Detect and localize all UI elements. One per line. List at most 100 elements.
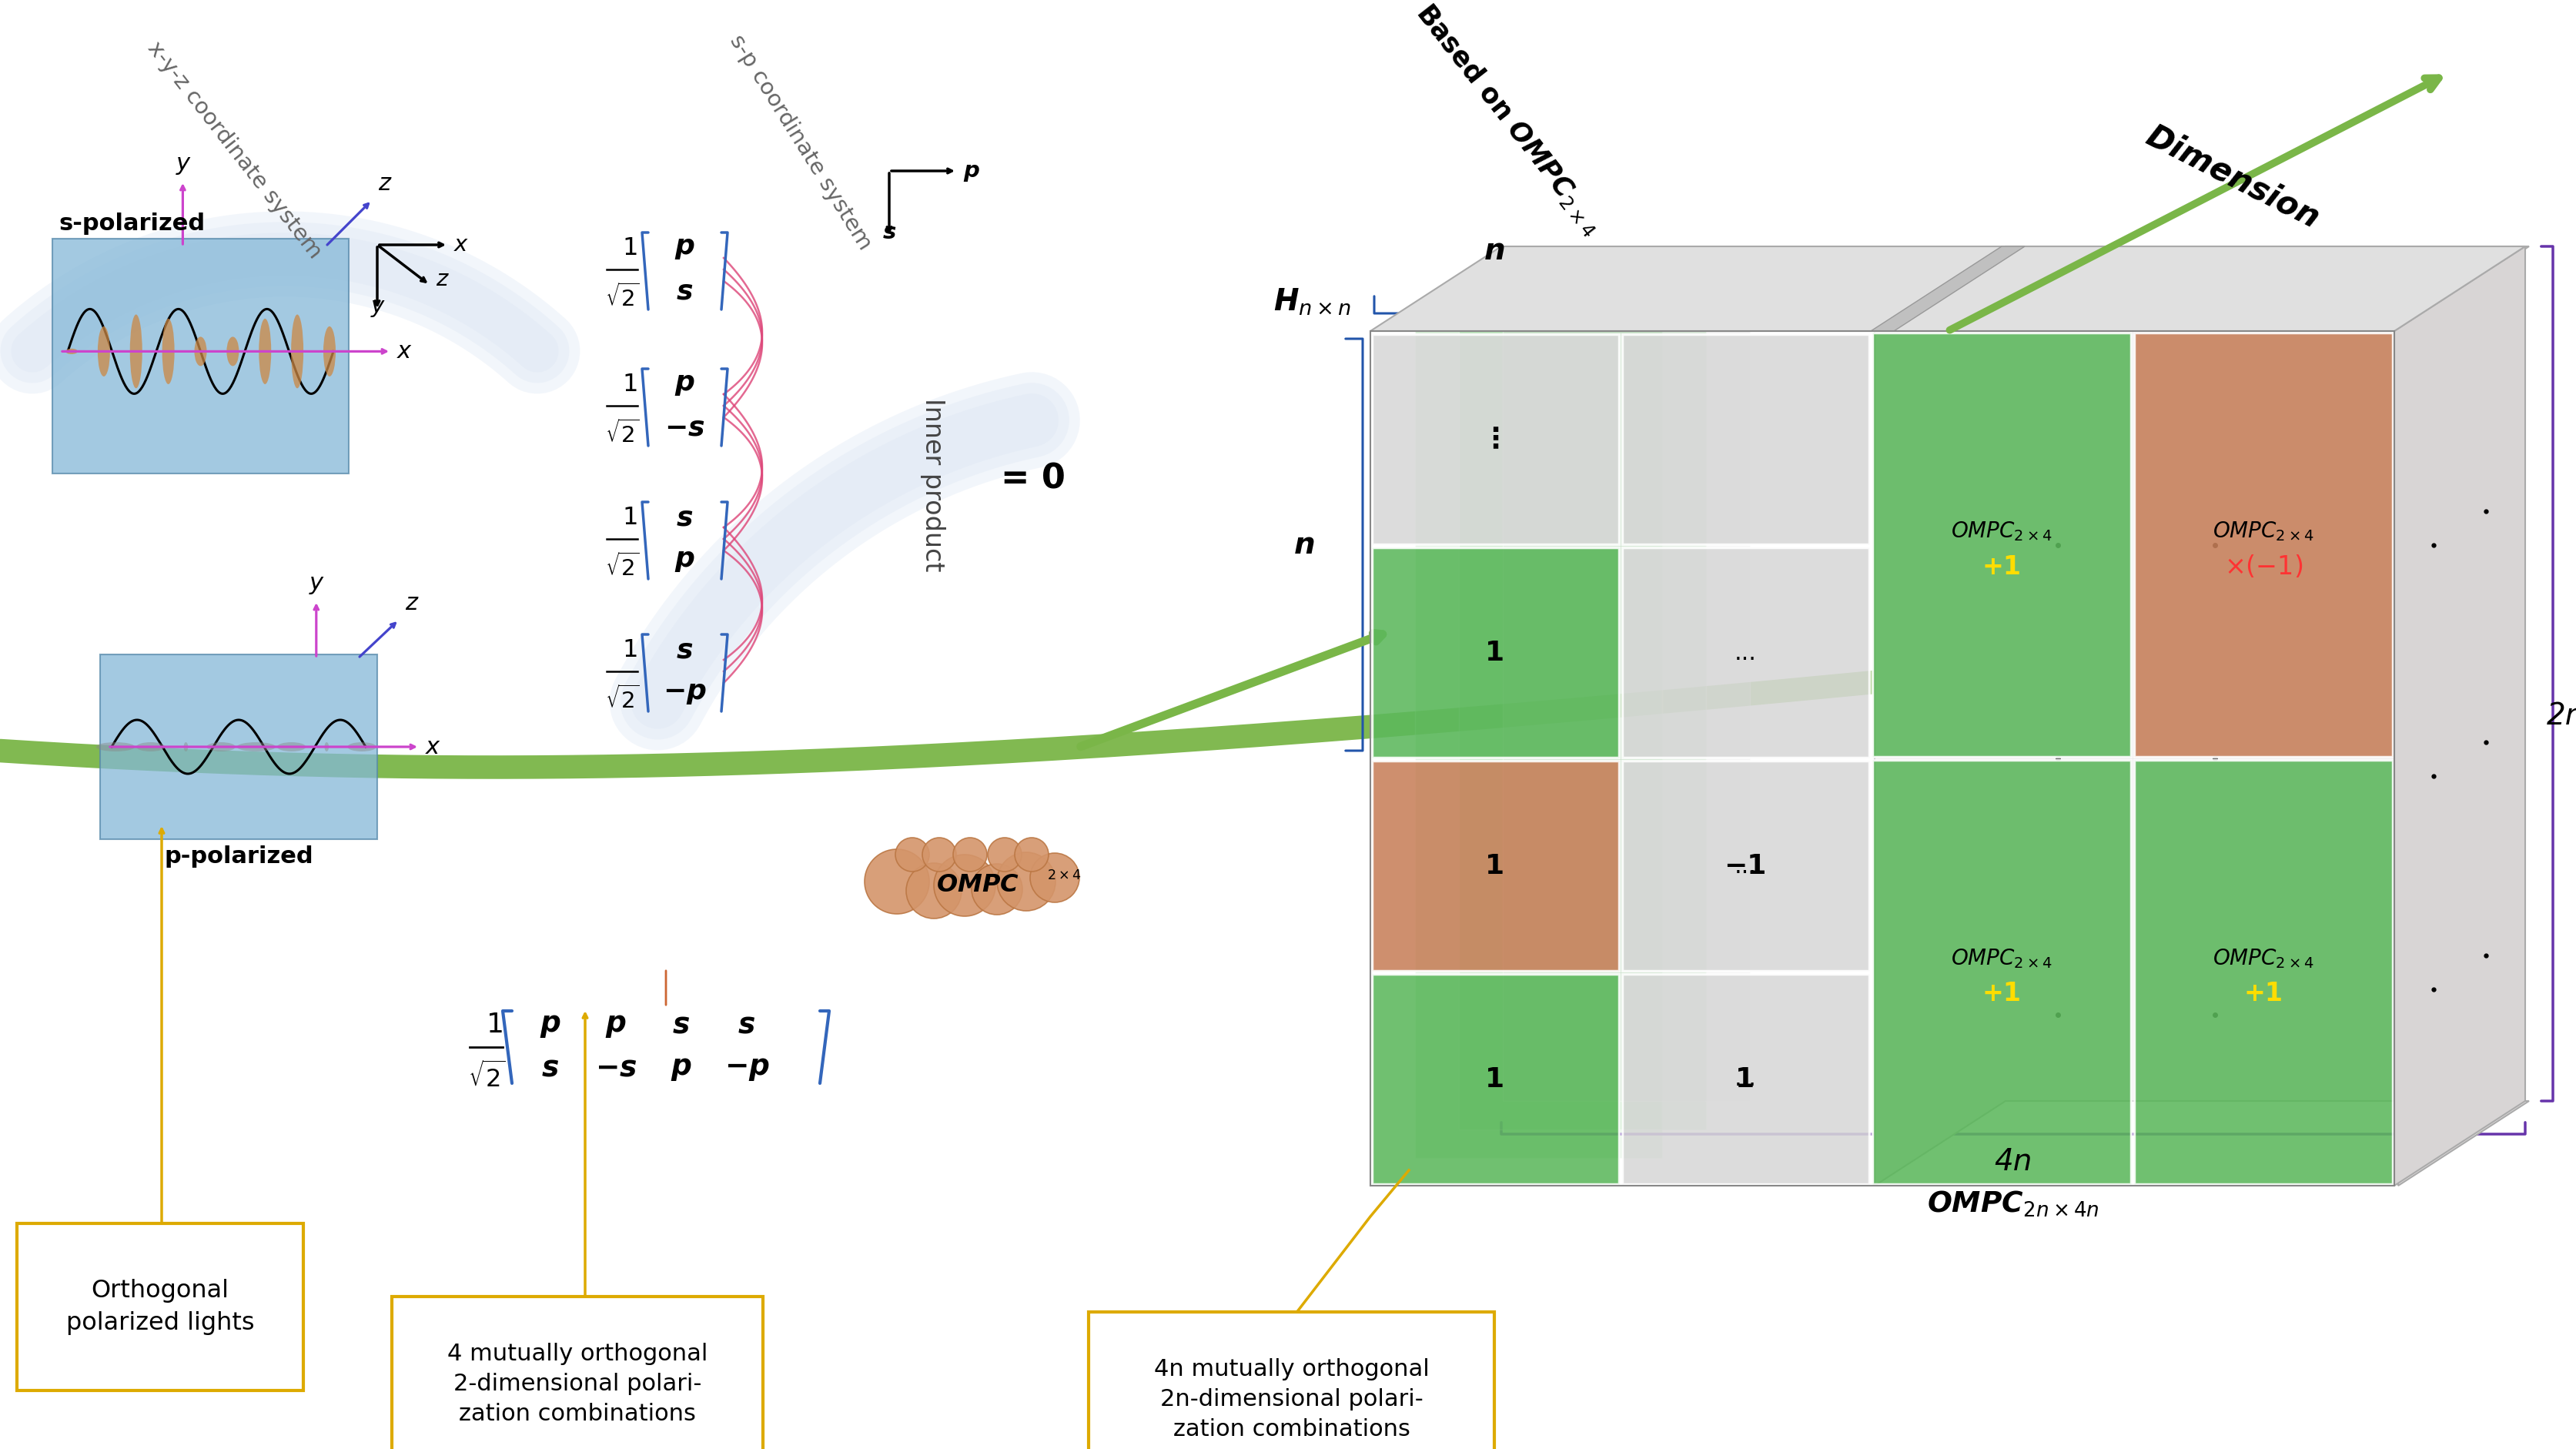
- Text: Orthogonal
polarized lights: Orthogonal polarized lights: [67, 1279, 255, 1335]
- Ellipse shape: [278, 742, 307, 752]
- Text: s-polarized: s-polarized: [59, 213, 206, 235]
- Text: 4n: 4n: [1994, 1148, 2032, 1177]
- Text: $\sqrt{2}$: $\sqrt{2}$: [605, 554, 639, 581]
- Ellipse shape: [258, 319, 270, 384]
- Circle shape: [997, 852, 1056, 911]
- Text: $\boldsymbol{H}_{n\times n}$: $\boldsymbol{H}_{n\times n}$: [1273, 287, 1352, 317]
- Polygon shape: [2393, 246, 2524, 1185]
- Text: $\mathit{OMPC}_{2\times4}$: $\mathit{OMPC}_{2\times4}$: [1950, 520, 2053, 543]
- Ellipse shape: [137, 742, 165, 752]
- Text: $\boldsymbol{s}$: $\boldsymbol{s}$: [737, 1011, 755, 1039]
- Circle shape: [953, 838, 987, 871]
- Text: p-polarized: p-polarized: [165, 845, 314, 868]
- Text: z: z: [379, 172, 392, 194]
- Ellipse shape: [291, 314, 304, 388]
- Text: $\boldsymbol{OMPC}$: $\boldsymbol{OMPC}$: [935, 874, 1020, 897]
- Text: z: z: [435, 268, 448, 290]
- Text: n: n: [1484, 236, 1507, 265]
- Polygon shape: [1870, 246, 2025, 330]
- Text: ⋮: ⋮: [1481, 426, 1510, 452]
- Ellipse shape: [206, 742, 234, 752]
- Circle shape: [896, 838, 930, 871]
- FancyBboxPatch shape: [2133, 333, 2393, 756]
- Text: $\boldsymbol{OMPC}_{2n\times4n}$: $\boldsymbol{OMPC}_{2n\times4n}$: [1927, 1190, 2099, 1219]
- Text: +1: +1: [1981, 981, 2022, 1007]
- FancyBboxPatch shape: [1373, 974, 1620, 1184]
- Text: x: x: [397, 341, 412, 362]
- Text: z: z: [404, 593, 417, 614]
- Text: ...: ...: [1734, 1068, 1757, 1091]
- FancyBboxPatch shape: [392, 1297, 762, 1449]
- Text: $\sqrt{2}$: $\sqrt{2}$: [605, 420, 639, 448]
- Ellipse shape: [227, 336, 240, 367]
- FancyBboxPatch shape: [1090, 1311, 1494, 1449]
- Ellipse shape: [325, 326, 335, 377]
- FancyBboxPatch shape: [1623, 761, 1870, 971]
- FancyBboxPatch shape: [1502, 246, 1749, 1101]
- Ellipse shape: [129, 314, 142, 388]
- Circle shape: [922, 838, 956, 871]
- Text: $\mathit{OMPC}_{2\times4}$: $\mathit{OMPC}_{2\times4}$: [1950, 948, 2053, 969]
- FancyBboxPatch shape: [1623, 548, 1870, 758]
- Text: $\times(-1)$: $\times(-1)$: [2223, 554, 2303, 580]
- Text: x: x: [425, 736, 440, 758]
- Ellipse shape: [95, 742, 134, 752]
- Text: $_{2\times4}$: $_{2\times4}$: [1046, 864, 1082, 881]
- Text: $1$: $1$: [487, 1011, 502, 1037]
- FancyBboxPatch shape: [18, 1223, 304, 1391]
- Ellipse shape: [348, 742, 376, 752]
- Text: $\boldsymbol{s}$: $\boldsymbol{s}$: [675, 636, 693, 662]
- Text: Inner product: Inner product: [920, 398, 945, 572]
- Text: 2n: 2n: [2548, 701, 2576, 730]
- Circle shape: [971, 864, 1023, 914]
- Text: $\mathit{OMPC}_{2\times4}$: $\mathit{OMPC}_{2\times4}$: [2213, 948, 2313, 969]
- Circle shape: [1030, 853, 1079, 903]
- FancyBboxPatch shape: [2133, 759, 2393, 1184]
- Ellipse shape: [193, 336, 206, 367]
- Text: n: n: [1293, 530, 1314, 559]
- Text: $\boldsymbol{p}$: $\boldsymbol{p}$: [675, 235, 696, 261]
- FancyBboxPatch shape: [1373, 761, 1620, 971]
- Ellipse shape: [162, 319, 175, 384]
- Text: $\boldsymbol{p}$: $\boldsymbol{p}$: [675, 548, 696, 574]
- Circle shape: [907, 864, 961, 919]
- Text: ...: ...: [1734, 855, 1757, 877]
- Text: +1: +1: [1981, 554, 2022, 580]
- Circle shape: [987, 838, 1023, 871]
- Text: $\sqrt{2}$: $\sqrt{2}$: [469, 1062, 505, 1094]
- Text: $\boldsymbol{p}$: $\boldsymbol{p}$: [670, 1055, 693, 1082]
- Text: $\boldsymbol{-p}$: $\boldsymbol{-p}$: [724, 1055, 770, 1082]
- Text: s-p coordinate system: s-p coordinate system: [726, 30, 876, 254]
- Text: $\boldsymbol{s}$: $\boldsymbol{s}$: [541, 1055, 559, 1082]
- Text: 4 mutually orthogonal
2-dimensional polari-
zation combinations: 4 mutually orthogonal 2-dimensional pola…: [448, 1342, 708, 1426]
- Text: x-y-z coordinate system: x-y-z coordinate system: [144, 38, 327, 262]
- FancyBboxPatch shape: [1458, 275, 1705, 1129]
- Text: 1: 1: [1486, 640, 1504, 667]
- Text: $\sqrt{2}$: $\sqrt{2}$: [605, 685, 639, 713]
- Text: $\boldsymbol{s}$: $\boldsymbol{s}$: [675, 278, 693, 304]
- Text: $\boldsymbol{-s}$: $\boldsymbol{-s}$: [595, 1055, 636, 1082]
- Circle shape: [866, 849, 930, 914]
- Text: 1: 1: [1486, 1066, 1504, 1093]
- Ellipse shape: [237, 742, 276, 752]
- FancyBboxPatch shape: [100, 655, 376, 839]
- Text: $\boldsymbol{p}$: $\boldsymbol{p}$: [675, 371, 696, 397]
- Text: $\boldsymbol{-s}$: $\boldsymbol{-s}$: [665, 414, 706, 440]
- Text: y: y: [175, 152, 191, 175]
- Text: s: s: [884, 222, 896, 243]
- FancyBboxPatch shape: [1623, 974, 1870, 1184]
- Text: Based on $\boldsymbol{OMPC}_{2\times4}$: Based on $\boldsymbol{OMPC}_{2\times4}$: [1412, 0, 1607, 241]
- Text: $1$: $1$: [623, 638, 636, 662]
- FancyBboxPatch shape: [1373, 548, 1620, 758]
- Text: $\boldsymbol{-p}$: $\boldsymbol{-p}$: [662, 680, 706, 706]
- Text: $\boldsymbol{p}$: $\boldsymbol{p}$: [541, 1011, 562, 1039]
- Text: x: x: [453, 235, 466, 255]
- Text: −1: −1: [1723, 853, 1767, 880]
- Text: 4n mutually orthogonal
2n-dimensional polari-
zation combinations: 4n mutually orthogonal 2n-dimensional po…: [1154, 1358, 1430, 1440]
- Ellipse shape: [98, 326, 111, 377]
- Text: $1$: $1$: [623, 506, 636, 530]
- FancyBboxPatch shape: [1414, 303, 1662, 1158]
- Ellipse shape: [325, 742, 330, 752]
- Text: ...: ...: [1734, 642, 1757, 664]
- Polygon shape: [1875, 246, 2530, 1185]
